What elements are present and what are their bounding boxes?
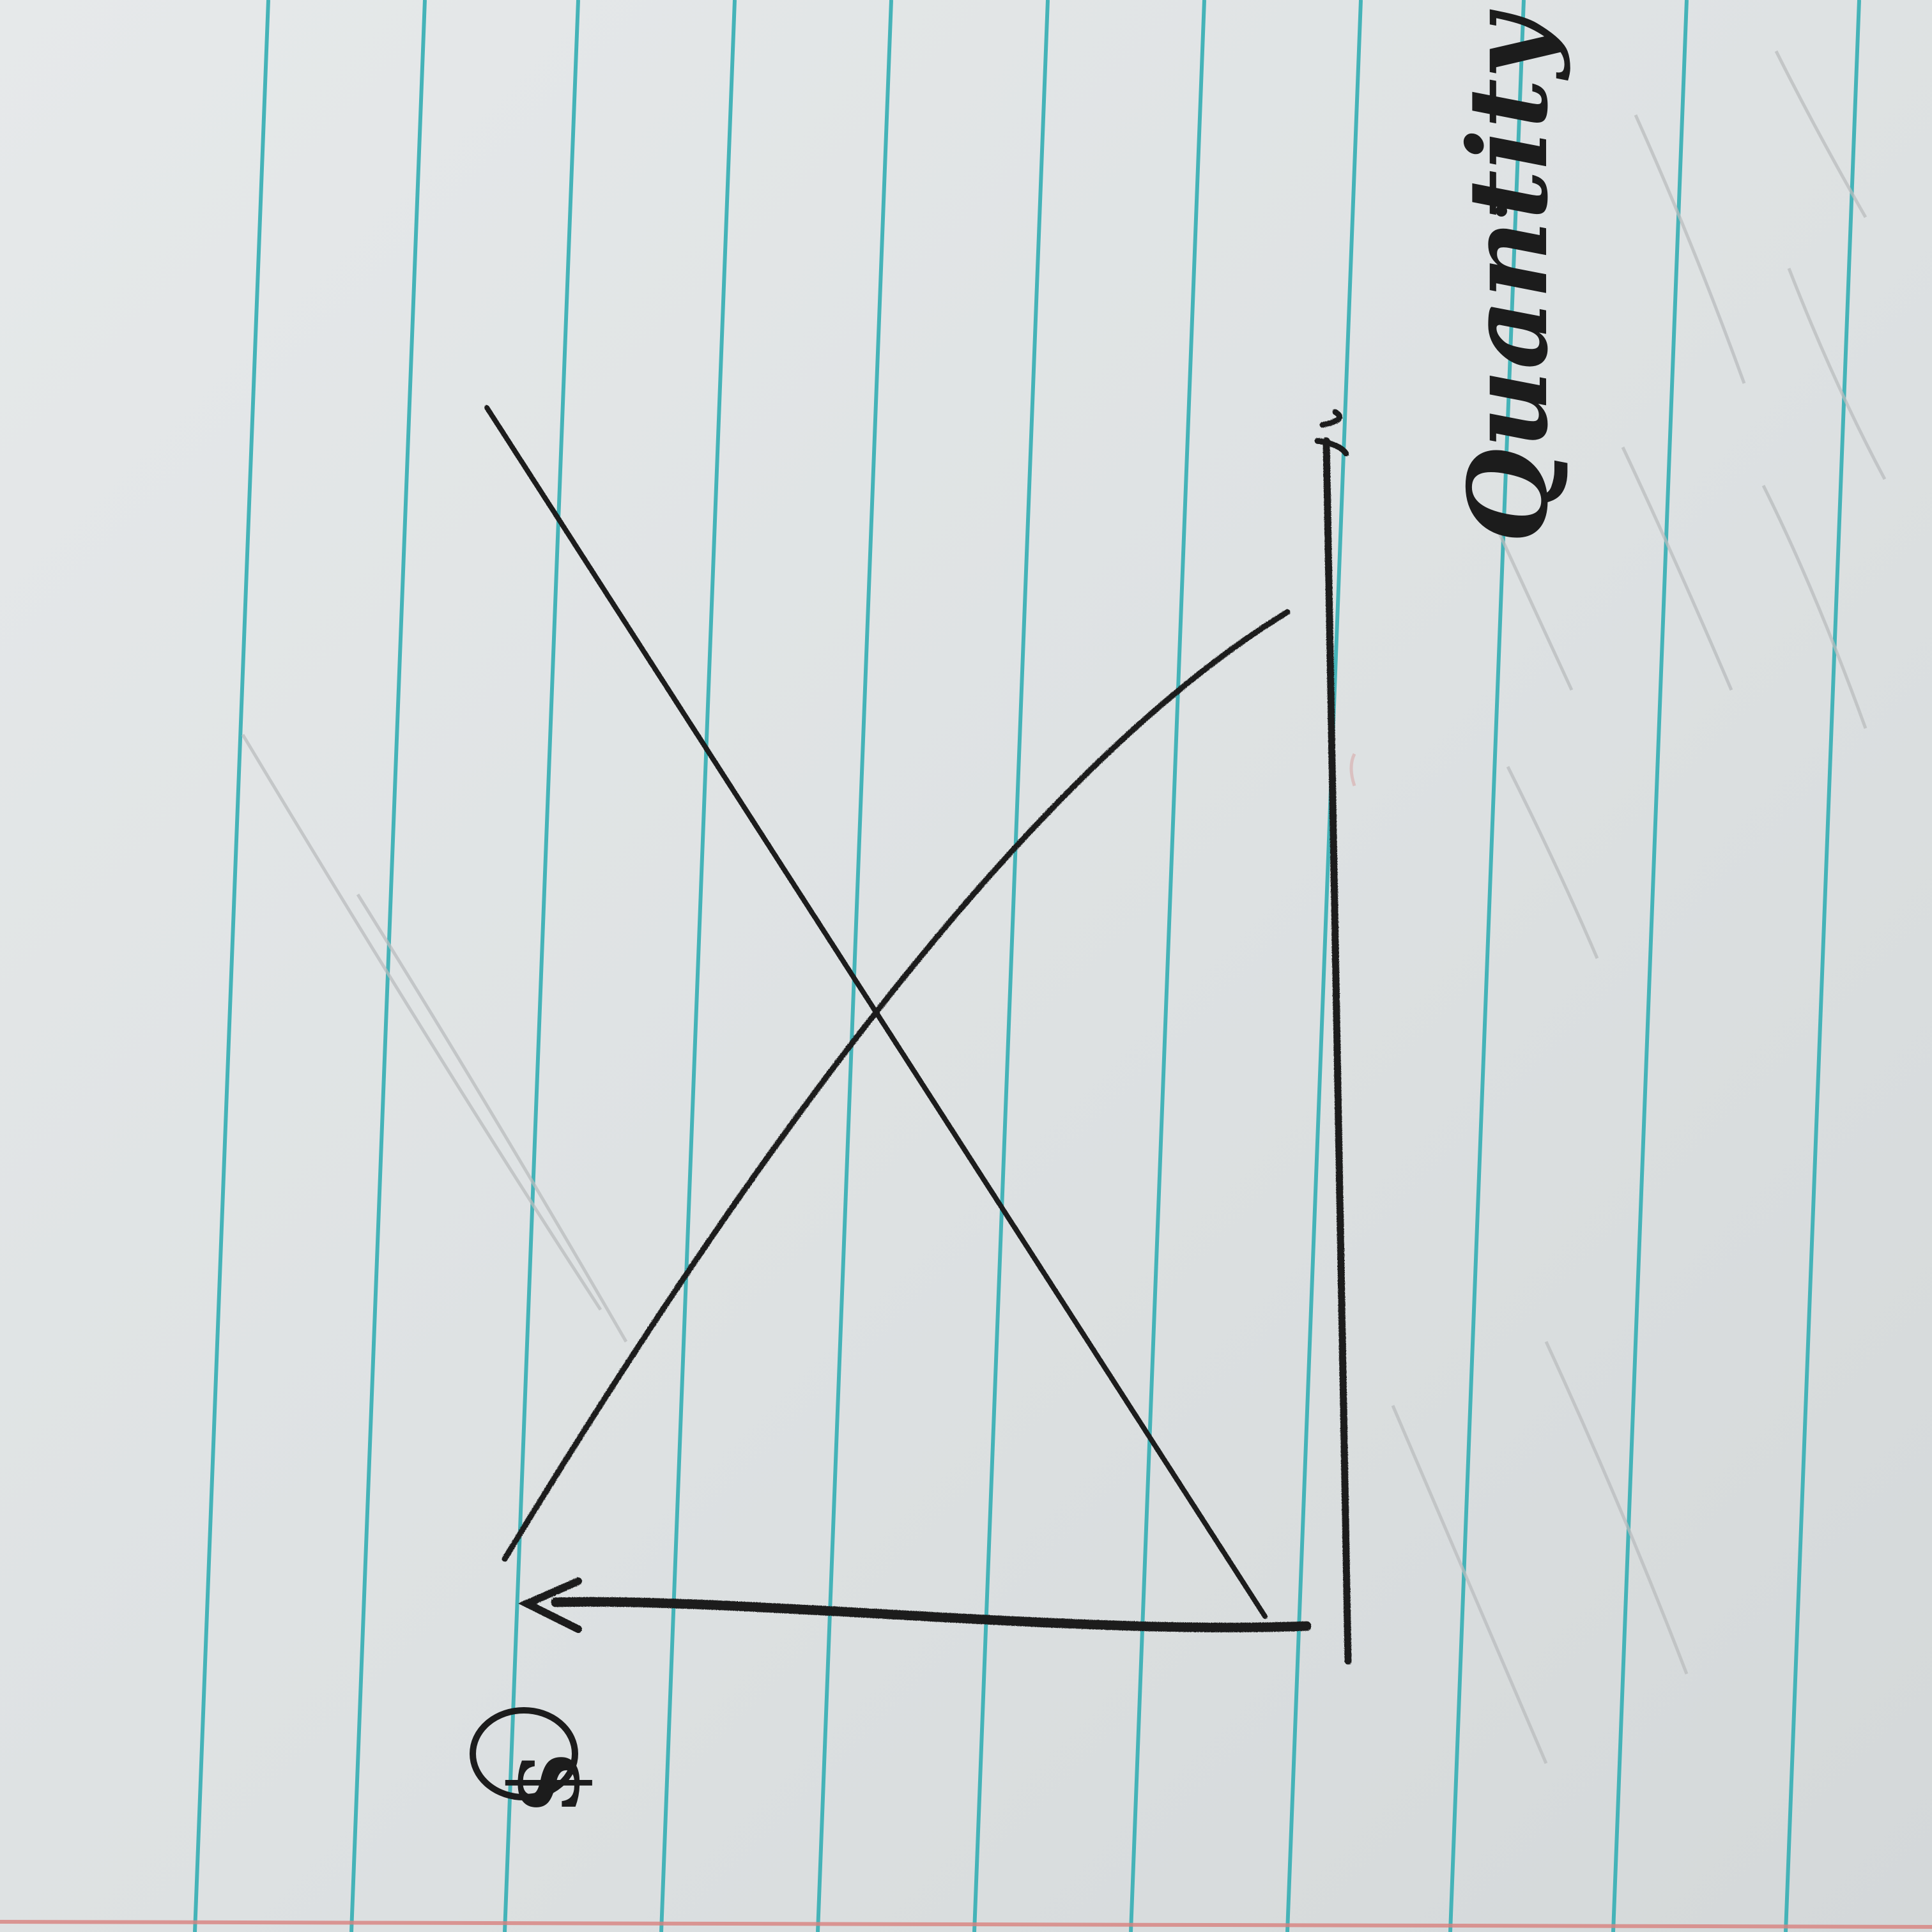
ruled-line [1285,0,1363,1932]
margin-line [0,1920,1932,1929]
ruled-line [1129,0,1206,1932]
supply-demand-sketch [484,405,1352,1665]
ruled-line [503,0,580,1932]
bleed-through-writing [241,50,1887,1764]
ruled-line [1448,0,1526,1932]
price-label-circle [470,1707,578,1800]
quantity-axis-arrowhead [1314,409,1349,457]
price-axis-arrowhead [518,1577,582,1633]
price-label: $ [489,1749,601,1816]
ruled-line [972,0,1050,1932]
ruled-line [659,0,737,1932]
ruled-line [349,0,427,1932]
quantity-label-period [1496,205,1507,217]
diagonal-line-2 [502,609,1291,1562]
price-axis [551,1597,1312,1632]
quantity-axis [1322,437,1352,1665]
ruled-line [1611,0,1689,1932]
ruled-line [193,0,270,1932]
quantity-label: Quantity [1445,9,1572,543]
ruled-lines [193,0,1861,1932]
ruled-line [1784,0,1861,1932]
